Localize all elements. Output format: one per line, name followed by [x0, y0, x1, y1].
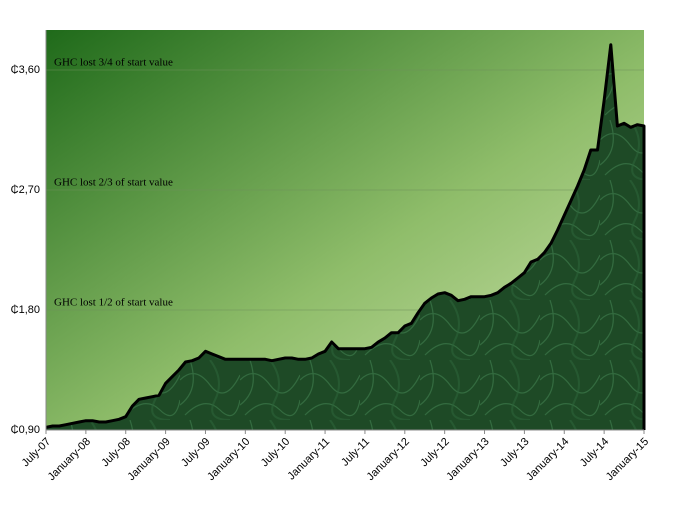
x-tick-label: January-10	[205, 436, 252, 483]
area	[46, 44, 644, 430]
x-tick-label: July-08	[99, 436, 133, 470]
x-tick-label: July-13	[498, 436, 532, 470]
y-tick-label: ₵3,60	[11, 64, 40, 76]
x-tick-label: January-08	[46, 436, 93, 483]
annotation: GHC lost 2/3 of start value	[54, 177, 173, 189]
x-tick-label: January-14	[524, 436, 571, 483]
x-tick-label: January-09	[125, 436, 172, 483]
x-tick-label: July-10	[259, 436, 293, 470]
annotation: GHC lost 1/2 of start value	[54, 297, 173, 309]
x-tick-label: July-07	[20, 436, 54, 470]
x-tick-label: July-11	[339, 436, 372, 469]
annotation: GHC lost 3/4 of start value	[54, 57, 173, 69]
x-tick-label: January-11	[285, 436, 332, 483]
area-outline	[45, 43, 646, 430]
x-tick-label: July-09	[179, 436, 213, 470]
x-tick-label: January-13	[444, 436, 491, 483]
x-tick-label: July-12	[418, 436, 452, 470]
x-tick-label: January-12	[365, 436, 412, 483]
y-tick-label: ₵0,90	[11, 424, 40, 436]
y-tick-label: ₵1,80	[11, 304, 40, 316]
x-tick-label: July-14	[578, 436, 612, 470]
x-tick-label: January-15	[604, 436, 651, 483]
y-tick-label: ₵2,70	[11, 184, 40, 196]
